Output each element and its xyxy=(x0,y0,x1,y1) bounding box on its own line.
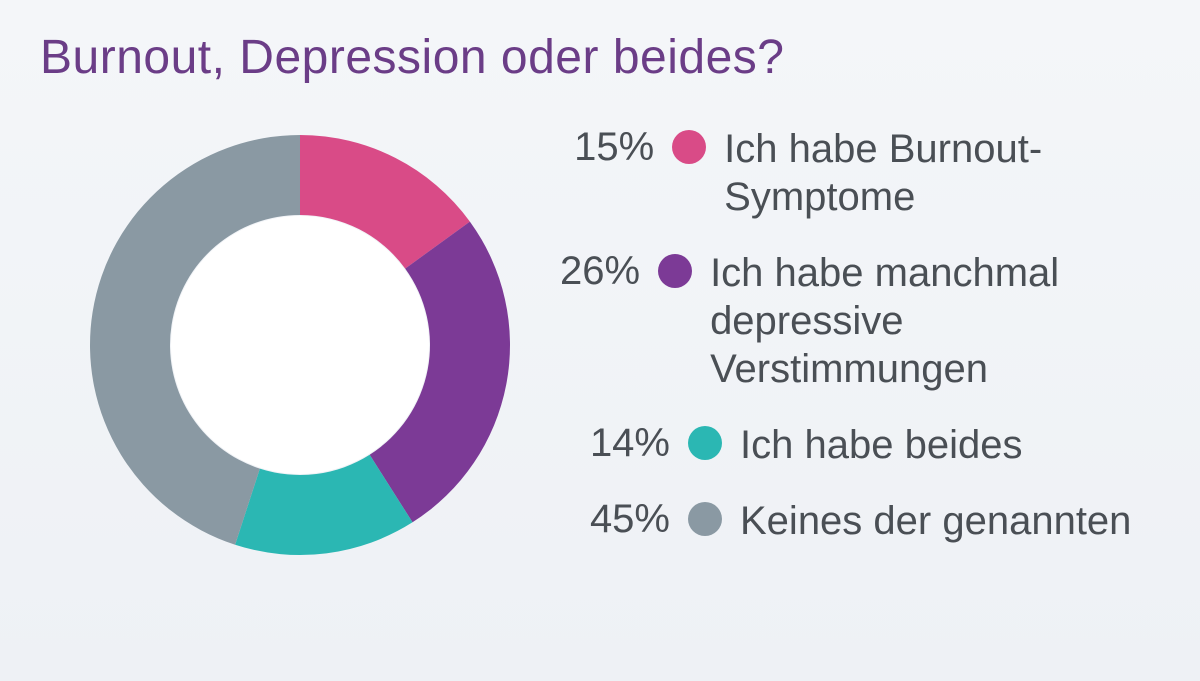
legend-row-3: 45% Keines der genannten xyxy=(560,497,1160,545)
legend: 15% Ich habe Burnout-Symptome 26% Ich habe … xyxy=(560,115,1160,545)
legend-pct: 15% xyxy=(560,125,654,169)
legend-dot-icon xyxy=(688,502,722,536)
donut-center xyxy=(171,216,429,474)
legend-label: Ich habe beides xyxy=(740,421,1022,469)
legend-row-2: 14% Ich habe beides xyxy=(560,421,1160,469)
legend-dot-icon xyxy=(688,426,722,460)
legend-row-1: 26% Ich habe manchmal depressive Verstimm… xyxy=(560,249,1160,393)
legend-row-0: 15% Ich habe Burnout-Symptome xyxy=(560,125,1160,221)
legend-pct: 26% xyxy=(560,249,640,293)
chart-container: Burnout, Depression oder beides? 15% Ich … xyxy=(0,0,1200,681)
legend-dot-icon xyxy=(658,254,692,288)
legend-label: Keines der genannten xyxy=(740,497,1131,545)
chart-title: Burnout, Depression oder beides? xyxy=(40,30,1160,85)
legend-pct: 14% xyxy=(560,421,670,465)
legend-label: Ich habe manchmal depressive Verstimmung… xyxy=(710,249,1160,393)
legend-label: Ich habe Burnout-Symptome xyxy=(724,125,1160,221)
donut-chart xyxy=(40,115,520,570)
chart-content: 15% Ich habe Burnout-Symptome 26% Ich habe … xyxy=(40,115,1160,570)
legend-dot-icon xyxy=(672,130,706,164)
legend-pct: 45% xyxy=(560,497,670,541)
donut-svg xyxy=(80,125,520,565)
